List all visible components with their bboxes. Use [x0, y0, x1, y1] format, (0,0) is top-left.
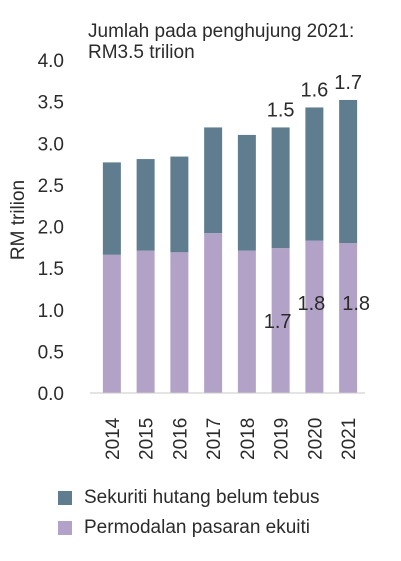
bar-debt	[102, 162, 121, 255]
chart-title: Jumlah pada penghujung 2021:RM3.5 trilio…	[88, 21, 354, 63]
bar-equity	[204, 233, 223, 393]
bar-debt	[136, 159, 155, 251]
bar-debt	[237, 134, 256, 251]
y-tick-label: 3.5	[38, 93, 64, 114]
bar-debt	[305, 107, 324, 241]
y-axis-ticks: 0.0 0.5 1.0 1.5 2.0 2.5 3.0 3.5 4.0	[38, 51, 64, 405]
x-tick-label: 2016	[170, 418, 191, 460]
data-label: 1.8	[342, 293, 370, 315]
bar-debt	[170, 156, 189, 253]
y-tick-label: 0.0	[38, 384, 64, 405]
legend-item-debt: Sekuriti hutang belum tebus	[58, 487, 320, 509]
legend-label-debt: Sekuriti hutang belum tebus	[84, 487, 320, 508]
bar-equity	[136, 250, 155, 393]
data-label: 1.7	[334, 72, 362, 94]
x-tick-label: 2018	[238, 418, 259, 460]
y-tick-label: 0.5	[38, 342, 64, 363]
chart-title-line: RM3.5 trilion	[88, 42, 195, 63]
x-tick-label: 2021	[339, 418, 360, 460]
data-label: 1.5	[267, 99, 295, 121]
legend-item-equity: Permodalan pasaran ekuiti	[58, 517, 310, 539]
bar-equity	[102, 254, 121, 393]
x-tick-label: 2014	[103, 417, 124, 460]
bar-debt	[271, 127, 290, 249]
bar-equity	[305, 240, 324, 393]
legend-label-equity: Permodalan pasaran ekuiti	[84, 517, 311, 538]
x-tick-label: 2015	[137, 418, 158, 460]
x-axis-ticks: 2014 2015 2016 2017 2018 2019 2020 2021	[103, 417, 360, 460]
bar-debt	[204, 127, 223, 234]
bar-equity	[237, 250, 256, 393]
data-label: 1.7	[264, 311, 292, 333]
y-tick-label: 2.5	[38, 176, 64, 197]
y-tick-label: 2.0	[38, 218, 64, 239]
bars	[102, 99, 358, 393]
y-tick-label: 1.0	[38, 301, 64, 322]
y-axis-label: RM trilion	[8, 180, 29, 260]
bar-equity	[339, 243, 358, 393]
x-tick-label: 2019	[272, 418, 293, 460]
bar-equity	[271, 248, 290, 393]
legend-swatch-debt	[58, 491, 72, 505]
y-tick-label: 3.0	[38, 134, 64, 155]
chart-title-line: Jumlah pada penghujung 2021:	[88, 21, 354, 42]
data-label: 1.6	[300, 79, 328, 101]
data-labels: 1.71.8 1.81.51.6 1.7	[264, 72, 370, 333]
bar-equity	[170, 252, 189, 393]
y-tick-label: 1.5	[38, 259, 64, 280]
x-tick-label: 2020	[305, 418, 326, 460]
data-label: 1.8	[297, 293, 325, 315]
x-tick-label: 2017	[204, 418, 225, 460]
legend-swatch-equity	[58, 521, 72, 535]
y-tick-label: 4.0	[38, 51, 64, 72]
bar-debt	[339, 99, 358, 244]
